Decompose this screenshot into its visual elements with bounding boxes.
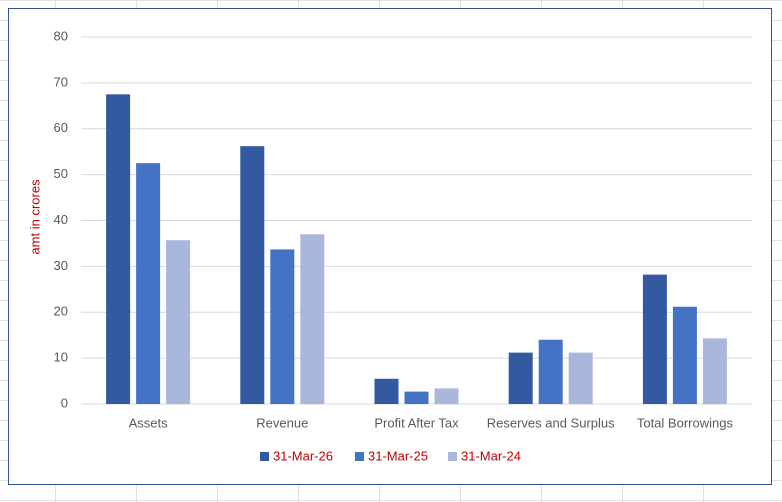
bar: [404, 391, 429, 404]
legend-swatch: [448, 452, 457, 461]
legend-label: 31-Mar-25: [368, 448, 428, 463]
legend-swatch: [260, 452, 269, 461]
bar: [568, 352, 593, 404]
bar: [166, 240, 191, 404]
x-tick-label: Total Borrowings: [637, 415, 734, 430]
y-tick-label: 10: [54, 350, 68, 365]
bar: [374, 378, 399, 404]
legend-swatch: [355, 452, 364, 461]
legend-label: 31-Mar-24: [461, 448, 521, 463]
bar: [538, 339, 563, 404]
bar: [434, 388, 459, 404]
y-axis-title: amt in crores: [27, 179, 42, 255]
bar: [270, 249, 295, 404]
x-tick-label: Assets: [129, 415, 169, 430]
x-tick-label: Revenue: [256, 415, 308, 430]
x-tick-label: Profit After Tax: [374, 415, 459, 430]
y-tick-label: 20: [54, 304, 68, 319]
bar: [300, 234, 325, 404]
y-tick-label: 80: [54, 28, 68, 43]
y-tick-label: 0: [61, 395, 68, 410]
y-tick-label: 60: [54, 120, 68, 135]
y-tick-label: 30: [54, 258, 68, 273]
bar: [702, 338, 727, 404]
legend-label: 31-Mar-26: [273, 448, 333, 463]
bar: [508, 352, 533, 404]
y-tick-label: 50: [54, 166, 68, 181]
y-tick-label: 40: [54, 212, 68, 227]
chart-area: [8, 8, 772, 485]
x-tick-label: Reserves and Surplus: [487, 415, 615, 430]
bar: [672, 306, 697, 404]
y-tick-label: 70: [54, 74, 68, 89]
bar: [136, 163, 161, 404]
bar: [240, 146, 265, 404]
bar: [106, 94, 131, 404]
bar: [642, 274, 667, 404]
